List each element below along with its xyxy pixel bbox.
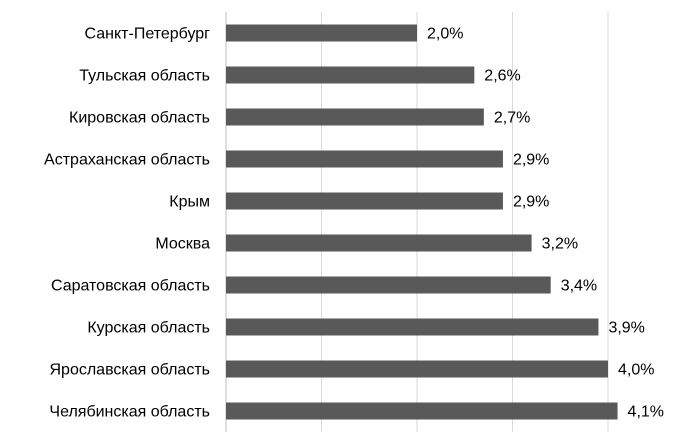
- data-label: 2,6%: [484, 68, 520, 85]
- data-label: 4,0%: [618, 362, 654, 379]
- bar: [226, 66, 475, 84]
- category-label: Ярославская область: [49, 362, 210, 379]
- category-label: Москва: [155, 236, 210, 253]
- category-label: Крым: [169, 194, 210, 211]
- category-label: Тульская область: [79, 68, 210, 85]
- category-label: Курская область: [87, 320, 210, 337]
- bar: [226, 402, 618, 420]
- bar: [226, 318, 599, 336]
- labels: Санкт-Петербург 2,0% Тульская область 2,6% К…: [44, 26, 664, 421]
- category-label: Астраханская область: [44, 152, 210, 169]
- category-label: Челябинская область: [49, 404, 210, 421]
- bar: [226, 192, 503, 210]
- bar: [226, 234, 532, 252]
- data-label: 3,9%: [608, 320, 644, 337]
- bar: [226, 360, 608, 378]
- data-label: 2,9%: [513, 194, 549, 211]
- bar: [226, 150, 503, 168]
- category-label: Кировская область: [69, 110, 210, 127]
- bars: [226, 24, 618, 420]
- data-label: 3,2%: [542, 236, 578, 253]
- category-label: Санкт-Петербург: [85, 26, 211, 43]
- bar: [226, 108, 484, 126]
- bar: [226, 24, 417, 42]
- category-label: Саратовская область: [51, 278, 210, 295]
- data-label: 4,1%: [628, 404, 664, 421]
- data-label: 2,0%: [427, 26, 463, 43]
- data-label: 2,9%: [513, 152, 549, 169]
- data-label: 2,7%: [494, 110, 530, 127]
- data-label: 3,4%: [561, 278, 597, 295]
- bar: [226, 276, 551, 294]
